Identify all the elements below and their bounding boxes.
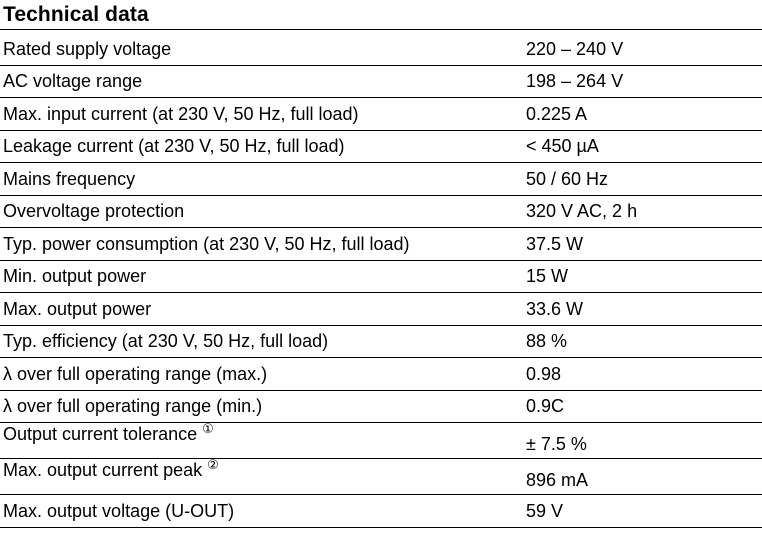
table-row: Leakage current (at 230 V, 50 Hz, full l… xyxy=(0,131,762,163)
table-row: Typ. power consumption (at 230 V, 50 Hz,… xyxy=(0,228,762,261)
footnote-marker: ② xyxy=(207,457,219,472)
table-row: Max. input current (at 230 V, 50 Hz, ful… xyxy=(0,98,762,131)
row-label: Overvoltage protection xyxy=(3,201,185,221)
table-row: Max. output current peak ② 896 mA xyxy=(0,457,762,495)
row-value: 220 – 240 V xyxy=(526,38,624,59)
technical-data-table: Rated supply voltage 220 – 240 V AC volt… xyxy=(0,33,762,528)
row-label: AC voltage range xyxy=(3,71,143,91)
row-label: Output current tolerance ① xyxy=(3,419,214,444)
row-value: 88 % xyxy=(526,331,568,351)
row-value: 37.5 W xyxy=(526,233,584,254)
row-value: 320 V AC, 2 h xyxy=(526,201,638,221)
row-label: Max. input current (at 230 V, 50 Hz, ful… xyxy=(3,103,359,124)
row-value: < 450 µA xyxy=(526,136,599,156)
row-label: Leakage current (at 230 V, 50 Hz, full l… xyxy=(3,136,345,156)
row-label: Max. output power xyxy=(3,298,152,319)
table-row: Max. output power 33.6 W xyxy=(0,293,762,326)
row-label: λ over full operating range (max.) xyxy=(3,363,268,384)
table-row: Typ. efficiency (at 230 V, 50 Hz, full l… xyxy=(0,326,762,358)
row-label: Typ. efficiency (at 230 V, 50 Hz, full l… xyxy=(3,331,329,351)
table-row: λ over full operating range (min.) 0.9C xyxy=(0,391,762,423)
row-label: Rated supply voltage xyxy=(3,38,172,59)
table-row: λ over full operating range (max.) 0.98 xyxy=(0,358,762,391)
row-value: 0.98 xyxy=(526,363,562,384)
table-row: Mains frequency 50 / 60 Hz xyxy=(0,163,762,196)
row-label: Mains frequency xyxy=(3,168,136,189)
row-label-text: Max. output current peak xyxy=(3,460,203,480)
row-label-text: Output current tolerance xyxy=(3,424,198,444)
row-value: 33.6 W xyxy=(526,298,584,319)
table-row: Max. output voltage (U-OUT) 59 V xyxy=(0,495,762,528)
row-label: Min. output power xyxy=(3,266,147,286)
table-row: Overvoltage protection 320 V AC, 2 h xyxy=(0,196,762,228)
row-value: 59 V xyxy=(526,500,564,521)
row-value: 198 – 264 V xyxy=(526,71,624,91)
row-value: 50 / 60 Hz xyxy=(526,168,609,189)
row-value: 896 mA xyxy=(526,470,589,490)
row-label: λ over full operating range (min.) xyxy=(3,396,263,416)
row-label: Max. output voltage (U-OUT) xyxy=(3,500,235,521)
section-title: Technical data xyxy=(3,3,149,26)
row-label: Typ. power consumption (at 230 V, 50 Hz,… xyxy=(3,233,410,254)
row-value: 15 W xyxy=(526,266,569,286)
table-row: Min. output power 15 W xyxy=(0,261,762,293)
row-value: ± 7.5 % xyxy=(526,434,587,454)
row-value: 0.9C xyxy=(526,396,565,416)
table-row: AC voltage range 198 – 264 V xyxy=(0,66,762,98)
row-label: Max. output current peak ② xyxy=(3,455,219,480)
footnote-marker: ① xyxy=(202,421,214,436)
title-divider xyxy=(0,29,762,30)
table-row: Rated supply voltage 220 – 240 V xyxy=(0,33,762,66)
table-row: Output current tolerance ① ± 7.5 % xyxy=(0,421,762,459)
row-value: 0.225 A xyxy=(526,103,588,124)
